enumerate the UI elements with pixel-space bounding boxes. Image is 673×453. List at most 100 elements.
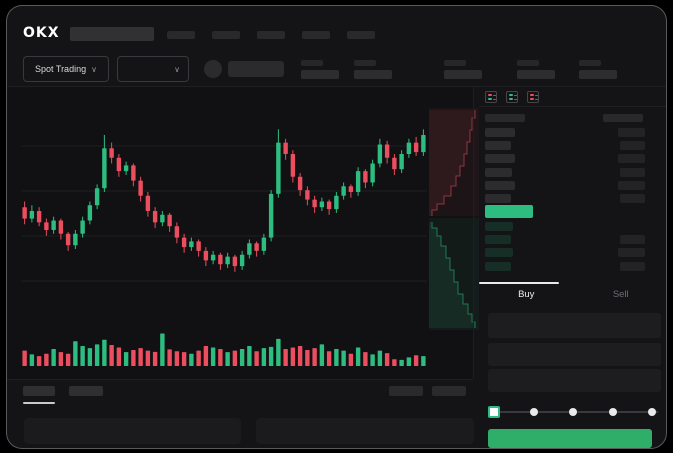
slider-stop-2[interactable] [569,408,577,416]
slider-handle[interactable] [488,406,500,418]
icon-mark [514,98,517,100]
icon-mark [488,94,492,96]
icon-mark [535,98,538,100]
ticker-stat-label [354,60,376,66]
bid-row-3[interactable] [485,261,645,271]
ask-row-1[interactable] [485,141,645,151]
search-input[interactable] [70,27,154,41]
bid-amount-skeleton [620,261,645,271]
trade-tabs: Buy Sell [479,283,666,305]
icon-mark [493,94,496,96]
book-bids-icon[interactable] [506,91,518,103]
trade-input-1[interactable] [488,343,661,366]
bid-price-skeleton [485,222,513,231]
ask-amount-skeleton [620,194,645,203]
icon-mark [530,98,534,100]
slider-stop-4[interactable] [648,408,656,416]
nav-item-2[interactable] [257,31,285,39]
ask-price-skeleton [485,141,511,151]
depth-chart [429,108,479,330]
buy-submit-button[interactable] [488,429,652,448]
app-window: OKX Spot Trading ∨ ∨ ∨ƒx∨∿▨▣◔⤢ [6,5,667,449]
bottom-divider [7,379,473,380]
icon-mark [488,98,492,100]
nav-item-1[interactable] [212,31,240,39]
ask-amount-skeleton [620,141,645,151]
tab-buy[interactable]: Buy [518,288,535,300]
bid-amount-skeleton [618,248,645,258]
bottom-tab-1[interactable] [69,386,103,396]
ticker-stat-label [517,60,539,66]
bottom-panel-1 [256,418,474,444]
tab-sell[interactable]: Sell [612,288,629,300]
okx-logo: OKX [23,25,60,41]
ticker-stat-value [301,70,339,79]
icon-mark [509,98,513,100]
chevron-down-icon: ∨ [91,64,97,74]
ticker-stat-label [579,60,601,66]
panel-divider [473,87,474,379]
ticker-stat-2 [444,60,484,80]
last-price-bar[interactable] [485,205,533,218]
icon-mark [530,94,534,96]
pair-name-skeleton [228,61,284,77]
trade-input-2[interactable] [488,369,661,392]
bid-row-1[interactable] [485,235,645,245]
ask-price-skeleton [485,128,515,137]
ask-amount-skeleton [620,167,645,177]
ask-price-skeleton [485,154,515,164]
ask-price-skeleton [485,167,512,177]
ask-row-0[interactable] [485,128,645,137]
ticker-stat-value [354,70,392,79]
nav-item-4[interactable] [347,31,375,39]
bid-price-skeleton [485,235,511,245]
candlestick-chart[interactable] [21,116,427,306]
bottom-active-tab-indicator [23,402,55,404]
bid-row-2[interactable] [485,248,645,258]
ticker-stat-1 [354,60,394,80]
ask-row-3[interactable] [485,167,645,177]
ask-amount-skeleton [618,154,645,164]
orderbook-divider [479,106,666,107]
amount-slider[interactable] [488,406,660,418]
book-asks-icon[interactable] [527,91,539,103]
ask-row-5[interactable] [485,194,645,203]
bid-price-skeleton [485,248,513,258]
trade-input-0[interactable] [488,313,661,338]
market-type-dropdown[interactable]: Spot Trading ∨ [23,56,109,82]
orderbook-view-icons [485,91,539,103]
bottom-panel-0 [24,418,241,444]
market-type-label: Spot Trading [35,64,87,74]
ticker-stat-label [301,60,323,66]
orderbook-header-price [485,114,525,122]
bottom-action-0[interactable] [389,386,423,396]
ticker-stat-value [444,70,482,79]
bid-row-0[interactable] [485,222,645,231]
nav-item-0[interactable] [167,31,195,39]
slider-stop-3[interactable] [608,408,617,416]
ask-amount-skeleton [618,180,645,190]
bottom-action-1[interactable] [432,386,466,396]
top-nav [167,31,375,39]
ask-row-4[interactable] [485,180,645,190]
book-combined-icon[interactable] [485,91,497,103]
icon-mark [535,94,538,96]
ticker-stat-3 [517,60,557,80]
ticker-stat-label [444,60,466,66]
ask-price-skeleton [485,180,515,190]
icon-mark [493,98,496,100]
active-tab-indicator [479,282,559,284]
ask-row-2[interactable] [485,154,645,164]
ticker-stat-value [517,70,555,79]
icon-mark [514,94,517,96]
volume-chart [22,333,426,366]
bid-amount-skeleton [620,235,645,245]
nav-item-3[interactable] [302,31,330,39]
icon-mark [509,94,513,96]
bottom-tab-0[interactable] [23,386,55,396]
slider-stop-1[interactable] [529,408,538,416]
pair-dropdown[interactable]: ∨ [117,56,189,82]
ticker-stat-0 [301,60,341,80]
ticker-stat-value [579,70,617,79]
